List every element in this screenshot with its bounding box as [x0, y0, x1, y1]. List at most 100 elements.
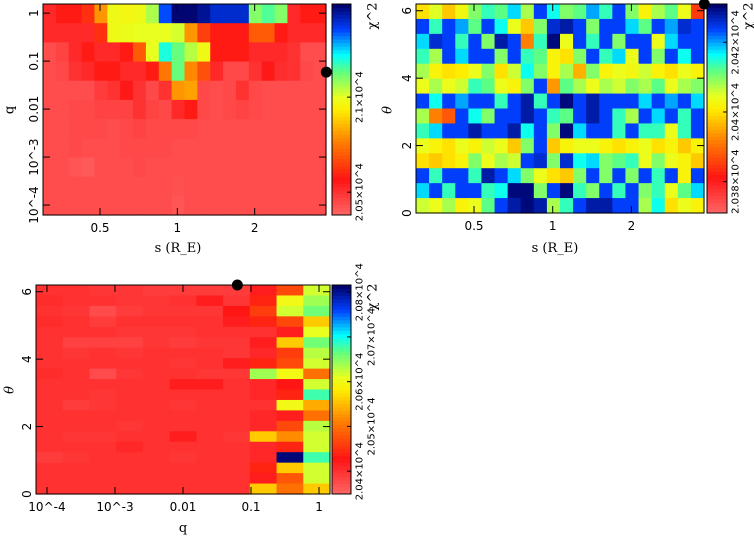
colorbar-segment [332, 358, 351, 363]
heatmap-cell [586, 153, 600, 169]
heatmap-cell [133, 119, 147, 139]
heatmap-cell [520, 108, 535, 125]
heatmap-cell [416, 108, 430, 125]
colorbar-segment [332, 396, 351, 401]
heatmap-cell [455, 198, 469, 214]
heatmap-cell [300, 23, 314, 43]
heatmap-cell [416, 63, 430, 80]
heatmap-cell [248, 99, 263, 120]
colorbar-tick-label: 2.04×10^4 [355, 442, 366, 500]
heatmap-cell [223, 441, 251, 453]
colorbar-segment [332, 155, 351, 160]
heatmap-cell [142, 452, 171, 464]
heatmap-cell [442, 183, 456, 199]
heatmap-cell [507, 4, 522, 20]
heatmap-cell [43, 42, 57, 63]
heatmap-cell [145, 80, 160, 101]
heatmap-cell [145, 23, 160, 43]
heatmap-cell [276, 379, 304, 391]
colorbar-tick-label: 2.042×10^4 [731, 10, 742, 74]
colorbar-segment [332, 455, 351, 460]
heatmap-cell [625, 48, 640, 65]
heatmap-cell [120, 23, 134, 43]
heatmap-cell [573, 123, 587, 139]
heatmap-cell [223, 157, 237, 178]
heatmap-cell [481, 153, 496, 169]
heatmap-cell [481, 198, 496, 214]
colorbar-segment [332, 200, 351, 205]
heatmap-cell [55, 176, 70, 197]
colorbar-segment [332, 88, 351, 93]
heatmap-cell [223, 358, 251, 370]
heatmap-cell [142, 399, 171, 411]
heatmap-cell [62, 368, 91, 380]
heatmap-cell [223, 305, 251, 317]
heatmap-cell [586, 108, 600, 125]
heatmap-cell [145, 61, 160, 82]
heatmap-cell [55, 138, 70, 159]
heatmap-cell [235, 23, 250, 43]
colorbar-segment [332, 344, 351, 349]
heatmap-cell [169, 368, 197, 380]
x-tick-label: 1 [549, 219, 557, 233]
heatmap-cell [586, 63, 600, 80]
heatmap-cell [303, 462, 331, 474]
y-axis-label: q [3, 106, 18, 114]
colorbar-segment [707, 17, 727, 22]
colorbar-segment [332, 483, 351, 488]
heatmap-cell [677, 33, 692, 50]
heatmap-cell [677, 168, 692, 184]
heatmap-cell [533, 33, 548, 50]
colorbar-segment [707, 111, 727, 116]
heatmap-cell [223, 473, 251, 485]
heatmap-cell [249, 420, 278, 432]
colorbar-tick-label: 2.05×10^4 [355, 163, 366, 221]
heatmap-cell [142, 379, 171, 391]
heatmap-cell [677, 183, 692, 199]
heatmap-cell [89, 326, 117, 338]
heatmap-cell [429, 108, 443, 125]
heatmap-cell [276, 285, 304, 297]
heatmap-cell [274, 42, 289, 63]
heatmap-cell [196, 389, 224, 401]
heatmap-cell [625, 108, 640, 125]
heatmap-cell [249, 316, 278, 328]
heatmap-cell [651, 153, 666, 169]
heatmap-cell [276, 368, 304, 380]
heatmap-cell [68, 157, 83, 178]
heatmap-cell [116, 462, 144, 474]
colorbar-segment [332, 476, 351, 481]
heatmap-cell [94, 195, 108, 216]
heatmap-cell [142, 473, 171, 485]
heatmap-cell [210, 61, 224, 82]
colorbar-segment [332, 386, 351, 390]
colorbar-segment [707, 164, 727, 169]
heatmap-cell [586, 78, 600, 95]
colorbar-segment [332, 63, 351, 68]
heatmap-cell [116, 295, 144, 307]
colorbar-segment [332, 413, 351, 418]
heatmap-cell [43, 80, 57, 101]
heatmap-cell [184, 4, 198, 24]
heatmap-cell [586, 183, 600, 199]
y-tick-label: 6 [20, 288, 34, 296]
heatmap-cell [120, 119, 134, 139]
heatmap-cell [507, 138, 522, 154]
heatmap-cell [235, 176, 250, 197]
heatmap-cell [313, 195, 327, 216]
heatmap-cell [68, 119, 83, 139]
heatmap-cell [261, 80, 276, 101]
colorbar-segment [332, 490, 351, 495]
colorbar-segment [332, 323, 351, 328]
colorbar-segment [332, 7, 351, 12]
heatmap-cell [586, 123, 600, 139]
heatmap-cell [638, 93, 653, 110]
heatmap-cell [442, 168, 456, 184]
colorbar-frame [331, 3, 352, 216]
heatmap-cell [303, 316, 331, 328]
y-tick-label: 0.1 [27, 52, 41, 71]
colorbar-segment [332, 410, 351, 415]
heatmap-cell [520, 63, 535, 80]
colorbar-segment [332, 211, 351, 216]
colorbar-segment [707, 10, 727, 15]
